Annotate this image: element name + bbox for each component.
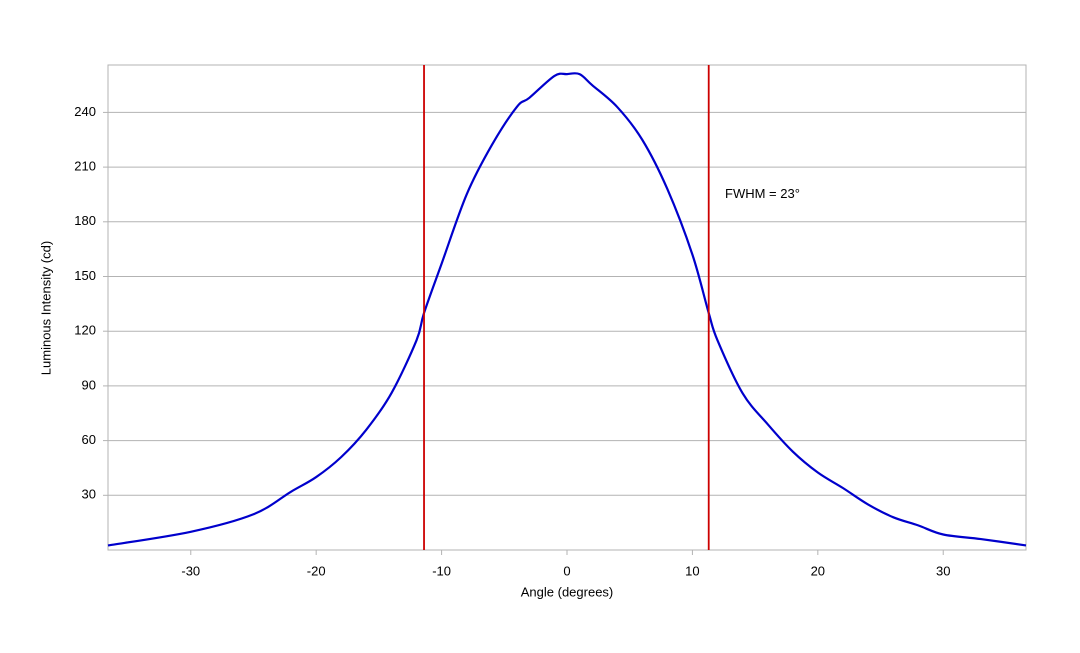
y-axis-label: Luminous Intensity (cd) xyxy=(38,241,53,375)
data-line xyxy=(107,72,1027,547)
x-tick-label: -10 xyxy=(432,563,451,578)
x-tick-label: 10 xyxy=(685,563,699,578)
x-tick-label: 30 xyxy=(936,563,950,578)
y-tick-label: 90 xyxy=(82,377,96,392)
y-tick-label: 240 xyxy=(74,104,96,119)
y-tick-label: 30 xyxy=(82,487,96,502)
annotation: FWHM = 23° xyxy=(725,186,800,201)
plot-frame xyxy=(107,64,1027,551)
y-tick-label: 180 xyxy=(74,213,96,228)
x-tick-label: -20 xyxy=(307,563,326,578)
y-tick-label: 120 xyxy=(74,323,96,338)
x-tick-label: -30 xyxy=(181,563,200,578)
y-tick-label: 150 xyxy=(74,268,96,283)
x-tick-label: 0 xyxy=(563,563,570,578)
x-axis-label: Angle (degrees) xyxy=(521,584,614,599)
y-tick-label: 60 xyxy=(82,432,96,447)
y-tick-label: 210 xyxy=(74,159,96,174)
x-tick-label: 20 xyxy=(811,563,825,578)
